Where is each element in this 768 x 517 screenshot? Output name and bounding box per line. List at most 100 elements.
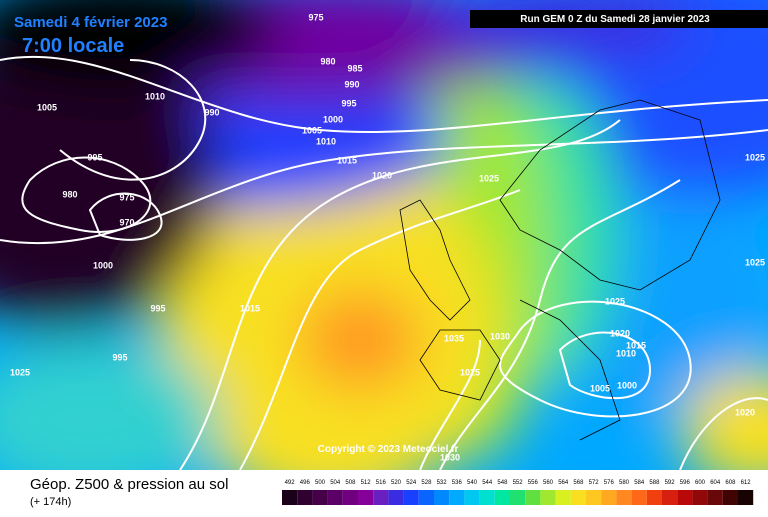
isobar-label: 1005 bbox=[302, 125, 322, 135]
legend-swatch bbox=[677, 490, 693, 505]
legend-swatch bbox=[540, 490, 556, 505]
isobar-label: 1025 bbox=[10, 367, 30, 377]
isobar-label: 1025 bbox=[745, 257, 765, 267]
legend-swatch bbox=[373, 490, 389, 505]
isobar-label: 995 bbox=[150, 303, 165, 313]
isobar-label: 995 bbox=[112, 352, 127, 362]
isobar-label: 1025 bbox=[479, 173, 499, 183]
isobar-label: 1015 bbox=[626, 340, 646, 350]
legend-swatch bbox=[464, 490, 480, 505]
isobar-label: 1020 bbox=[372, 170, 392, 180]
legend-swatch bbox=[312, 490, 328, 505]
legend-swatch bbox=[327, 490, 343, 505]
isobar-label: 1010 bbox=[616, 348, 636, 358]
isobar-label: 1010 bbox=[145, 91, 165, 101]
copyright: Copyright © 2023 Meteociel.fr bbox=[318, 444, 459, 455]
legend-label: 532 bbox=[437, 480, 448, 486]
isobar-label: 980 bbox=[320, 56, 335, 66]
date-title: Samedi 4 février 2023 bbox=[14, 14, 167, 31]
legend-label: 508 bbox=[345, 480, 356, 486]
isobar-label: 970 bbox=[119, 217, 134, 227]
footer-title: Géop. Z500 & pression au sol bbox=[30, 476, 228, 493]
isobar-label: 1025 bbox=[605, 296, 625, 306]
isobar-label: 1030 bbox=[490, 331, 510, 341]
legend-label: 580 bbox=[619, 480, 630, 486]
isobar-label: 1020 bbox=[735, 407, 755, 417]
legend-label: 500 bbox=[315, 480, 326, 486]
legend-swatch bbox=[525, 490, 541, 505]
legend-label: 576 bbox=[604, 480, 615, 486]
legend-swatch bbox=[738, 490, 754, 505]
legend-swatch bbox=[692, 490, 708, 505]
legend-swatch bbox=[342, 490, 358, 505]
legend-label: 516 bbox=[376, 480, 387, 486]
isobar-label: 1000 bbox=[617, 380, 637, 390]
isobar-label: 985 bbox=[347, 63, 362, 73]
isobar-label: 990 bbox=[204, 107, 219, 117]
legend-label: 584 bbox=[634, 480, 645, 486]
isobar-label: 1035 bbox=[444, 333, 464, 343]
isobar-label: 1030 bbox=[440, 452, 460, 462]
coastlines bbox=[399, 99, 721, 441]
legend-swatch bbox=[358, 490, 374, 505]
legend-swatch bbox=[479, 490, 495, 505]
legend-label: 540 bbox=[467, 480, 478, 486]
legend-label: 536 bbox=[452, 480, 463, 486]
legend-label: 524 bbox=[406, 480, 417, 486]
legend-label: 600 bbox=[695, 480, 706, 486]
legend-label: 512 bbox=[361, 480, 372, 486]
legend-label: 552 bbox=[513, 480, 524, 486]
isobar-label: 1005 bbox=[37, 102, 57, 112]
isobar-label: 995 bbox=[87, 152, 102, 162]
legend-swatch bbox=[662, 490, 678, 505]
legend-swatch bbox=[434, 490, 450, 505]
legend-swatch bbox=[297, 490, 313, 505]
legend-swatch bbox=[449, 490, 465, 505]
legend-swatch bbox=[631, 490, 647, 505]
isobars bbox=[0, 55, 768, 470]
isobar-label: 1020 bbox=[610, 328, 630, 338]
legend-label: 560 bbox=[543, 480, 554, 486]
isobar-label: 975 bbox=[119, 192, 134, 202]
legend-label: 496 bbox=[300, 480, 311, 486]
legend-label: 520 bbox=[391, 480, 402, 486]
legend-label: 528 bbox=[421, 480, 432, 486]
legend-label: 608 bbox=[725, 480, 736, 486]
isobar-label: 995 bbox=[341, 98, 356, 108]
isobar-label: 1010 bbox=[316, 136, 336, 146]
legend-swatch bbox=[646, 490, 662, 505]
isobar-label: 1015 bbox=[240, 303, 260, 313]
legend-label: 556 bbox=[528, 480, 539, 486]
legend-label: 548 bbox=[497, 480, 508, 486]
legend-label: 564 bbox=[558, 480, 569, 486]
legend-label: 544 bbox=[482, 480, 493, 486]
legend-swatch bbox=[403, 490, 419, 505]
legend-swatch bbox=[722, 490, 738, 505]
legend-label: 592 bbox=[665, 480, 676, 486]
legend-label: 492 bbox=[285, 480, 296, 486]
legend-swatch bbox=[616, 490, 632, 505]
legend-swatch bbox=[418, 490, 434, 505]
legend-label: 596 bbox=[680, 480, 691, 486]
legend-swatch bbox=[494, 490, 510, 505]
legend-label: 568 bbox=[573, 480, 584, 486]
footer-lead: (+ 174h) bbox=[30, 496, 71, 508]
isobar-label: 1015 bbox=[337, 155, 357, 165]
isobar-label: 1025 bbox=[460, 367, 480, 377]
legend-swatch bbox=[601, 490, 617, 505]
legend-swatch bbox=[570, 490, 586, 505]
time-subtitle: 7:00 locale bbox=[22, 35, 124, 57]
isobar-label: 990 bbox=[344, 79, 359, 89]
legend-swatch bbox=[586, 490, 602, 505]
legend-swatch bbox=[282, 490, 298, 505]
legend-swatch bbox=[388, 490, 404, 505]
legend-label: 612 bbox=[741, 480, 752, 486]
legend-swatch bbox=[555, 490, 571, 505]
isobar-label: 975 bbox=[308, 12, 323, 22]
isobar-label: 1025 bbox=[745, 152, 765, 162]
isobar-label: 980 bbox=[62, 189, 77, 199]
legend-swatch bbox=[707, 490, 723, 505]
legend-label: 572 bbox=[589, 480, 600, 486]
